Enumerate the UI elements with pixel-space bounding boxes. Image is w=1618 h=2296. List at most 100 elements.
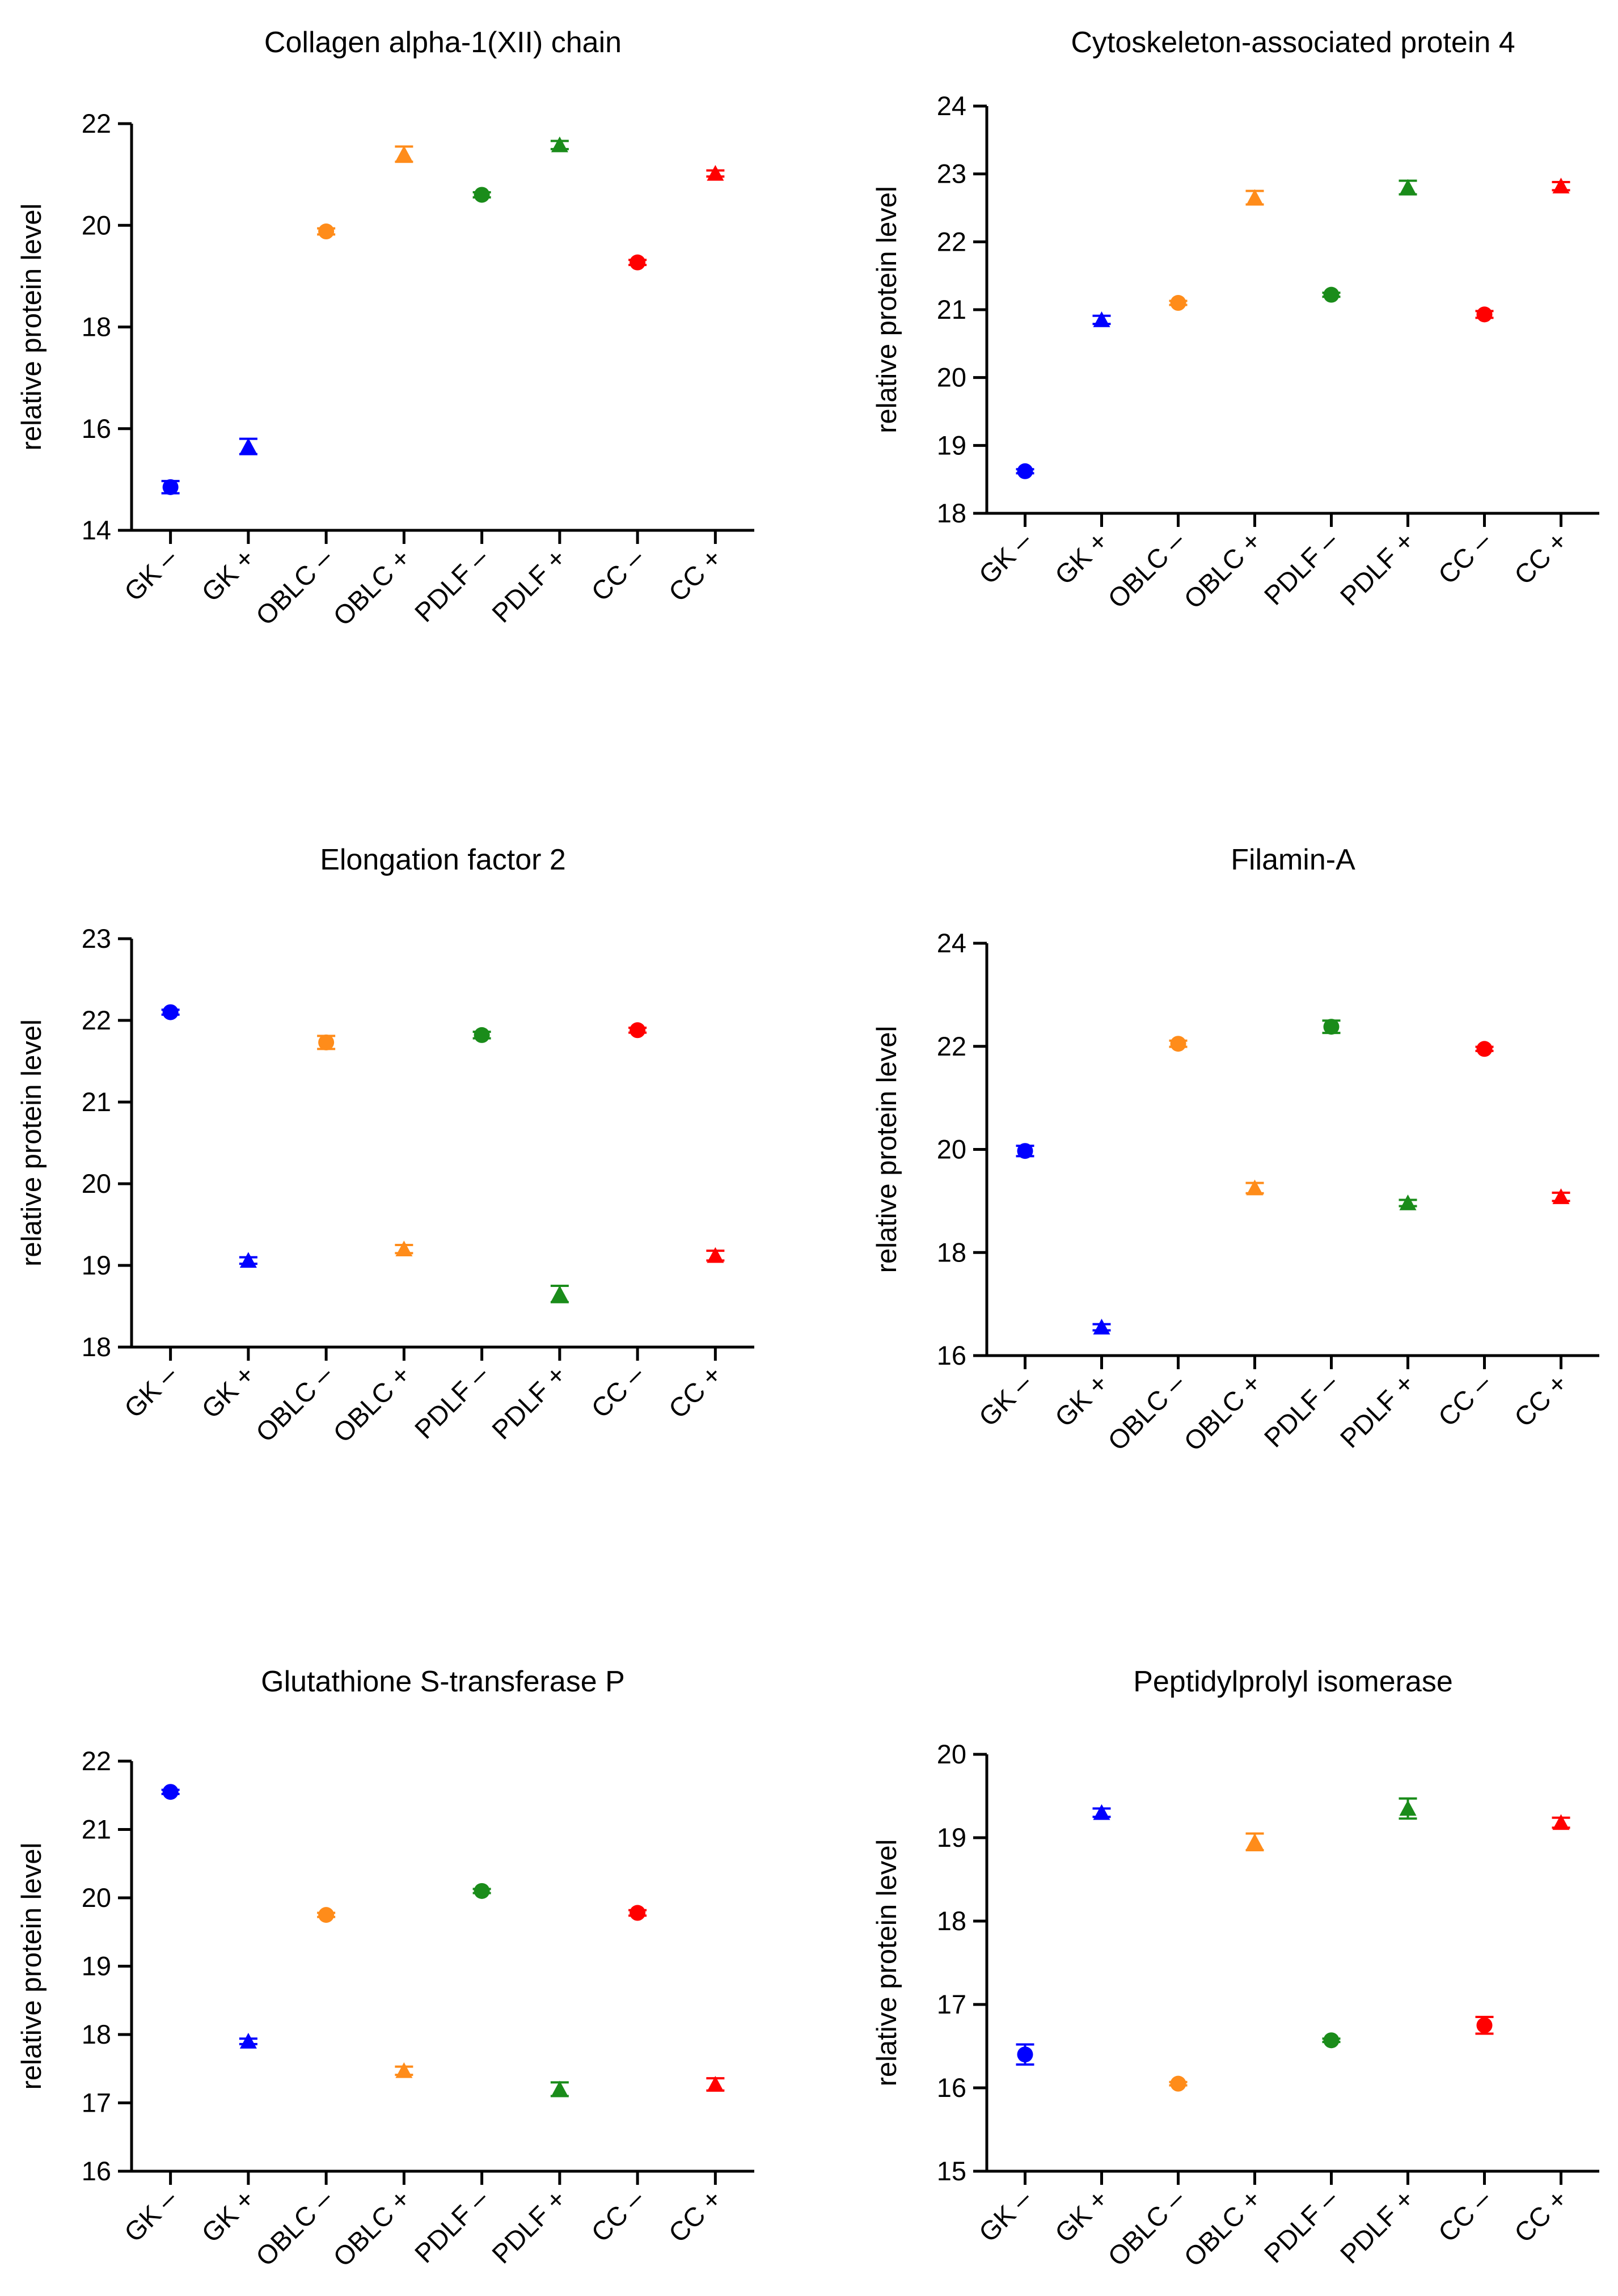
data-point [395, 1240, 413, 1256]
category-label: GK + [1049, 2184, 1113, 2248]
y-tick-label: 20 [937, 362, 966, 392]
data-point [1093, 1319, 1110, 1335]
data-point [162, 1004, 179, 1020]
y-tick-label: 16 [82, 413, 111, 444]
data-point [162, 1784, 179, 1800]
chart-5: Glutathione S-transferase P 16 17 18 19 20 21 2… [16, 1665, 754, 2272]
chart-6: Peptidylprolyl isomerase 15 16 17 18 19 20 rela… [872, 1665, 1599, 2272]
category-label: OBLC – [1102, 2183, 1190, 2272]
category-label: GK – [118, 542, 183, 607]
category-label: PDLF + [1334, 2184, 1420, 2269]
data-point [1323, 2032, 1340, 2049]
category-label: GK + [196, 543, 260, 607]
category-label: GK + [196, 1360, 260, 1424]
data-point [1476, 1041, 1493, 1057]
category-label: CC + [1508, 526, 1573, 590]
y-axis-label: relative protein level [872, 1839, 902, 2087]
category-label: PDLF – [1258, 2183, 1344, 2269]
category-label: GK + [196, 2184, 260, 2248]
data-point [1017, 463, 1033, 479]
y-tick-label: 18 [82, 1332, 111, 1362]
data-point [474, 187, 490, 203]
data-point [395, 2062, 413, 2078]
y-tick-label: 24 [937, 928, 966, 958]
category-label: CC + [1508, 2184, 1573, 2248]
data-point [1552, 1814, 1570, 1830]
data-point [707, 2075, 724, 2092]
y-tick-label: 22 [82, 1746, 111, 1776]
category-label: PDLF – [1258, 525, 1344, 611]
y-tick-label: 16 [937, 1340, 966, 1370]
y-tick-label: 18 [937, 1906, 966, 1936]
data-point [1476, 306, 1493, 323]
data-point [1552, 178, 1570, 193]
data-point [1323, 1019, 1340, 1035]
chart-4: Filamin-A 16 18 20 22 24 relative protein leve… [872, 843, 1599, 1457]
y-tick-label: 23 [937, 159, 966, 189]
category-label: OBLC – [250, 1359, 339, 1447]
category-label: OBLC + [1178, 1368, 1267, 1457]
y-tick-label: 15 [937, 2156, 966, 2186]
data-point [239, 2033, 257, 2049]
data-point [707, 164, 724, 181]
data-point [707, 1247, 724, 1263]
y-tick-label: 21 [82, 1814, 111, 1845]
data-point [318, 1907, 335, 1923]
data-point [318, 1034, 335, 1050]
data-point [1399, 179, 1417, 195]
chart-title: Filamin-A [1231, 843, 1355, 876]
category-label: PDLF – [1258, 1368, 1344, 1453]
data-point [630, 254, 646, 271]
data-point [1323, 286, 1340, 303]
data-point [1552, 1188, 1570, 1204]
chart-title: Collagen alpha-1(XII) chain [264, 26, 622, 59]
data-point [1399, 1195, 1417, 1210]
y-axis-label: relative protein level [16, 1019, 47, 1267]
data-point [1246, 1833, 1264, 1850]
data-point [1170, 2075, 1186, 2092]
category-label: GK – [973, 525, 1037, 590]
data-point [1017, 2046, 1033, 2063]
data-point [1246, 1179, 1264, 1196]
data-point [474, 1883, 490, 1899]
category-label: OBLC + [327, 543, 416, 632]
y-tick-label: 18 [82, 312, 111, 342]
data-point [1093, 311, 1110, 327]
chart-3: Elongation factor 2 18 19 20 21 22 23 relative … [16, 843, 754, 1448]
category-label: CC + [662, 543, 727, 607]
category-label: CC – [1432, 2183, 1497, 2248]
y-tick-label: 18 [937, 498, 966, 528]
y-tick-label: 19 [82, 1951, 111, 1981]
category-label: OBLC + [1178, 526, 1267, 615]
y-tick-label: 20 [82, 210, 111, 240]
y-tick-label: 17 [937, 1989, 966, 2019]
data-point [1476, 2017, 1493, 2033]
y-axis-label: relative protein level [16, 1843, 47, 2090]
chart-title: Elongation factor 2 [320, 843, 566, 876]
category-label: PDLF + [1334, 1368, 1420, 1454]
y-tick-label: 19 [937, 430, 966, 460]
data-point [551, 1285, 568, 1302]
category-label: CC + [662, 2184, 727, 2248]
category-label: CC + [662, 1360, 727, 1424]
y-axis-label: relative protein level [16, 204, 47, 451]
category-label: CC + [1508, 1368, 1573, 1433]
category-label: OBLC – [250, 542, 339, 631]
data-point [395, 145, 413, 162]
category-label: PDLF + [1334, 526, 1420, 611]
category-label: GK – [118, 1359, 183, 1424]
y-tick-label: 16 [937, 2073, 966, 2103]
data-point [474, 1027, 490, 1043]
y-tick-label: 19 [82, 1250, 111, 1280]
category-label: GK – [973, 1368, 1037, 1432]
category-label: OBLC – [1102, 1368, 1190, 1456]
category-label: CC – [585, 2183, 650, 2248]
category-label: CC – [585, 1359, 650, 1424]
y-tick-label: 22 [82, 108, 111, 138]
data-point [551, 2080, 568, 2097]
y-tick-label: 22 [937, 226, 966, 256]
data-point [630, 1905, 646, 1921]
category-label: GK – [118, 2183, 183, 2248]
y-tick-label: 24 [937, 91, 966, 121]
category-label: OBLC + [327, 2184, 416, 2273]
